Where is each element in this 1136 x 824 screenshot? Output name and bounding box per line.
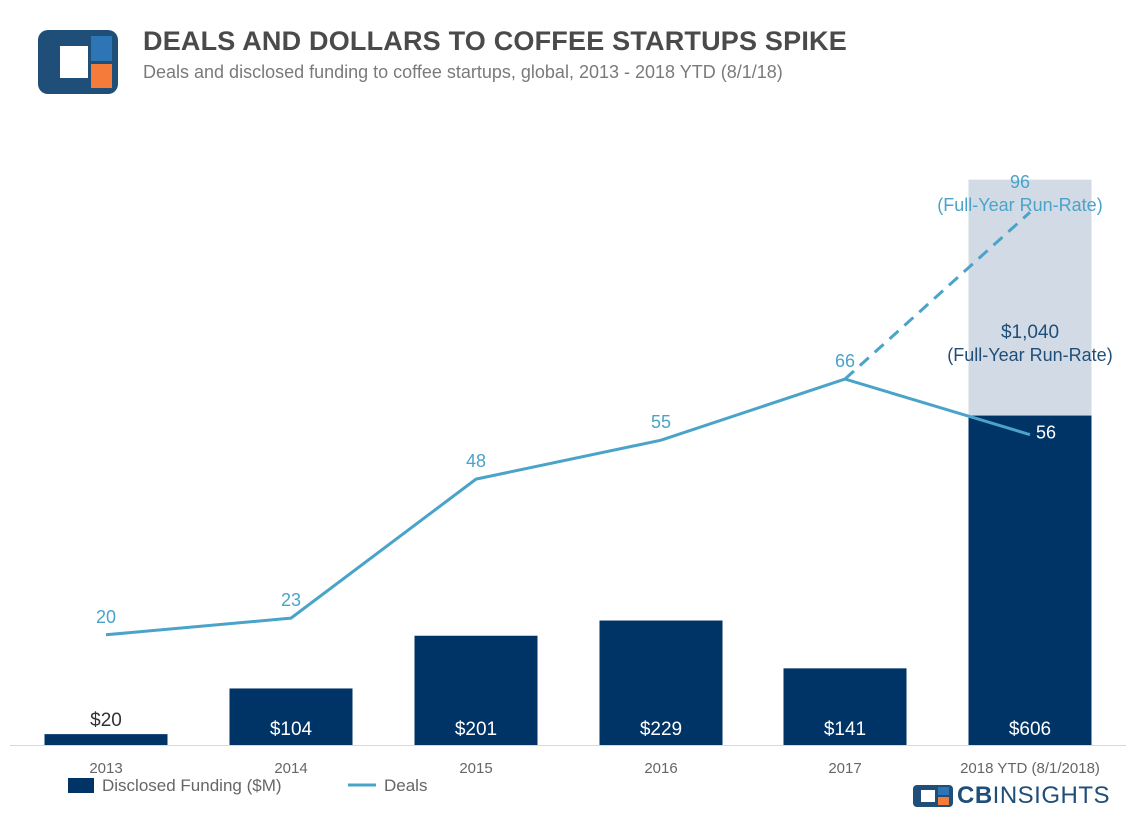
x-tick-label: 2013 [89, 760, 122, 777]
logo-orange-block [91, 64, 112, 88]
logo-blue-block [91, 36, 112, 61]
run-rate-deals-label: 96 [1010, 172, 1030, 192]
brand-name-rest: INSIGHTS [992, 782, 1110, 809]
deals-run-rate-line [843, 211, 1032, 381]
funding-bar [968, 415, 1092, 745]
funding-bar [599, 620, 723, 745]
funding-data-label: $229 [640, 719, 682, 740]
funding-bar [783, 668, 907, 745]
funding-data-label: $104 [270, 719, 313, 740]
deals-data-label: 66 [835, 351, 855, 371]
funding-data-label: $606 [1009, 719, 1051, 740]
page-title: DEALS AND DOLLARS TO COFFEE STARTUPS SPI… [143, 26, 847, 56]
run-rate-deals-note: (Full-Year Run-Rate) [937, 195, 1102, 215]
deals-data-label: 55 [651, 412, 671, 432]
funding-bar [44, 734, 168, 745]
brand-mark-icon [912, 785, 953, 807]
brand-logo: CBINSIGHTS [912, 782, 1110, 810]
x-tick-label: 2015 [459, 760, 492, 777]
legend-label-deals: Deals [384, 776, 427, 795]
x-tick-label: 2016 [644, 760, 677, 777]
logo-white-block [60, 46, 88, 78]
run-rate-funding-note: (Full-Year Run-Rate) [947, 345, 1112, 365]
funding-data-label: $20 [90, 710, 122, 731]
brand-name: CBINSIGHTS [957, 782, 1110, 810]
deals-data-label: 20 [96, 607, 116, 627]
legend-swatch-funding [68, 778, 94, 793]
funding-bar [414, 635, 538, 745]
x-tick-label: 2014 [274, 760, 307, 777]
funding-data-label: $141 [824, 719, 866, 740]
legend-label-funding: Disclosed Funding ($M) [102, 776, 282, 795]
brand-name-bold: CB [956, 782, 993, 809]
funding-bar [229, 688, 353, 745]
funding-data-label: $201 [455, 719, 497, 740]
cb-insights-logo [38, 30, 118, 94]
deals-data-label: 48 [466, 451, 486, 471]
deals-data-label: 56 [1036, 423, 1056, 443]
deals-data-label: 23 [281, 590, 301, 610]
x-tick-label: 2017 [828, 760, 861, 777]
x-tick-label: 2018 YTD (8/1/2018) [960, 760, 1100, 777]
page-subtitle: Deals and disclosed funding to coffee st… [143, 62, 783, 82]
run-rate-funding-label: $1,040 [1001, 322, 1059, 343]
deals-line [105, 377, 1031, 637]
